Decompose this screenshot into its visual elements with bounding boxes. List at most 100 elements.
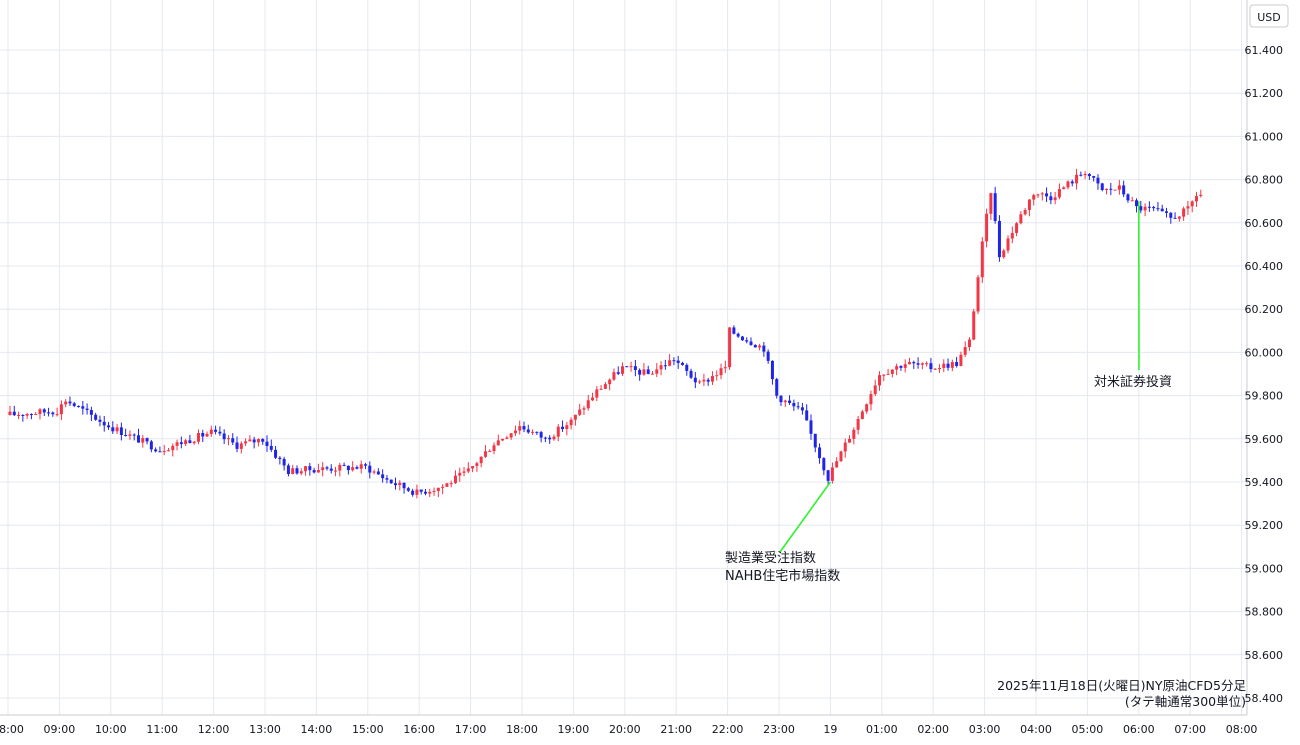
- candle-down: [124, 434, 128, 436]
- candle-down: [381, 474, 385, 479]
- x-tick-label: 23:00: [763, 723, 795, 736]
- candle-up: [839, 451, 843, 462]
- y-tick-label: 60.000: [1245, 346, 1284, 359]
- candle-down: [218, 431, 222, 434]
- candle-down: [689, 370, 693, 378]
- candle-down: [252, 439, 256, 443]
- candle-down: [145, 438, 149, 442]
- candle-up: [1023, 209, 1027, 215]
- candle-down: [295, 468, 299, 474]
- candle-down: [158, 451, 162, 453]
- candle-down: [706, 379, 710, 382]
- candle-up: [531, 431, 535, 433]
- candle-up: [723, 367, 727, 369]
- candle-down: [261, 439, 265, 442]
- y-tick-label: 59.600: [1245, 433, 1284, 446]
- candle-up: [471, 466, 475, 469]
- candle-up: [886, 373, 890, 375]
- x-tick-label: 08:00: [0, 723, 24, 736]
- candle-down: [676, 360, 680, 363]
- candle-up: [1177, 216, 1181, 219]
- candle-up: [1190, 201, 1194, 207]
- candle-up: [728, 327, 732, 368]
- candle-up: [321, 467, 325, 471]
- candle-up: [873, 385, 877, 395]
- candle-down: [342, 464, 346, 466]
- candle-up: [1083, 173, 1087, 176]
- candle-up: [513, 430, 517, 434]
- candle-down: [72, 403, 76, 406]
- candle-down: [1165, 211, 1168, 213]
- x-tick-label: 03:00: [969, 723, 1001, 736]
- candle-down: [389, 479, 393, 484]
- x-tick-label: 11:00: [146, 723, 178, 736]
- candle-down: [535, 431, 539, 433]
- candle-down: [402, 482, 406, 489]
- candle-up: [655, 369, 659, 374]
- candle-up: [1010, 232, 1014, 239]
- x-tick-label: 02:00: [917, 723, 949, 736]
- candle-up: [59, 404, 63, 415]
- candle-up: [890, 369, 894, 374]
- candle-down: [265, 441, 269, 446]
- x-tick-label: 08:00: [1226, 723, 1258, 736]
- candle-down: [762, 345, 766, 352]
- candle-down: [68, 401, 72, 404]
- candle-up: [334, 470, 338, 472]
- candle-up: [591, 397, 595, 401]
- candle-up: [552, 436, 556, 440]
- candle-up: [316, 470, 320, 473]
- candle-down: [1126, 194, 1130, 201]
- candle-up: [432, 491, 436, 493]
- candle-up: [25, 414, 29, 416]
- candle-down: [179, 442, 183, 445]
- candle-down: [1122, 185, 1126, 195]
- candle-up: [925, 363, 929, 365]
- candle-up: [989, 193, 993, 214]
- candle-up: [428, 491, 432, 494]
- candle-up: [869, 394, 873, 405]
- candle-down: [364, 464, 368, 466]
- candle-up: [64, 401, 68, 405]
- candle-down: [796, 406, 800, 408]
- candle-up: [950, 362, 954, 368]
- candle-up: [710, 376, 714, 382]
- candle-up: [595, 389, 599, 398]
- candle-up: [1130, 200, 1134, 202]
- candle-up: [458, 472, 462, 476]
- candle-down: [1135, 200, 1139, 207]
- candle-up: [359, 464, 363, 469]
- candle-up: [34, 414, 38, 416]
- candle-up: [248, 439, 252, 442]
- candle-up: [565, 425, 569, 430]
- candle-up: [908, 362, 911, 365]
- candle-up: [895, 366, 899, 370]
- candle-down: [42, 409, 46, 413]
- candle-up: [976, 277, 980, 312]
- candle-up: [599, 388, 603, 390]
- candle-up: [166, 450, 170, 452]
- time-axis: 08:00 09:00 10:00 11:00 12:00 13:00 14:00 15:00…: [0, 723, 1257, 736]
- candle-up: [299, 471, 303, 474]
- candle-down: [685, 364, 689, 371]
- currency-badge[interactable]: [1249, 4, 1289, 28]
- x-tick-label: 05:00: [1072, 723, 1104, 736]
- candle-up: [972, 311, 976, 340]
- candle-down: [406, 488, 410, 491]
- candle-up: [445, 483, 449, 487]
- candle-down: [1070, 181, 1074, 184]
- x-tick-label: 01:00: [866, 723, 898, 736]
- x-tick-label: 09:00: [44, 723, 76, 736]
- candle-up: [933, 368, 937, 370]
- y-tick-label: 61.000: [1245, 130, 1284, 143]
- candle-down: [616, 372, 620, 374]
- candle-down: [818, 447, 822, 459]
- candle-up: [226, 438, 230, 440]
- candle-down: [411, 490, 415, 495]
- candle-down: [770, 360, 774, 380]
- candle-up: [1002, 250, 1006, 258]
- y-tick-label: 61.200: [1245, 87, 1284, 100]
- candle-down: [107, 425, 111, 428]
- candle-down: [269, 445, 273, 450]
